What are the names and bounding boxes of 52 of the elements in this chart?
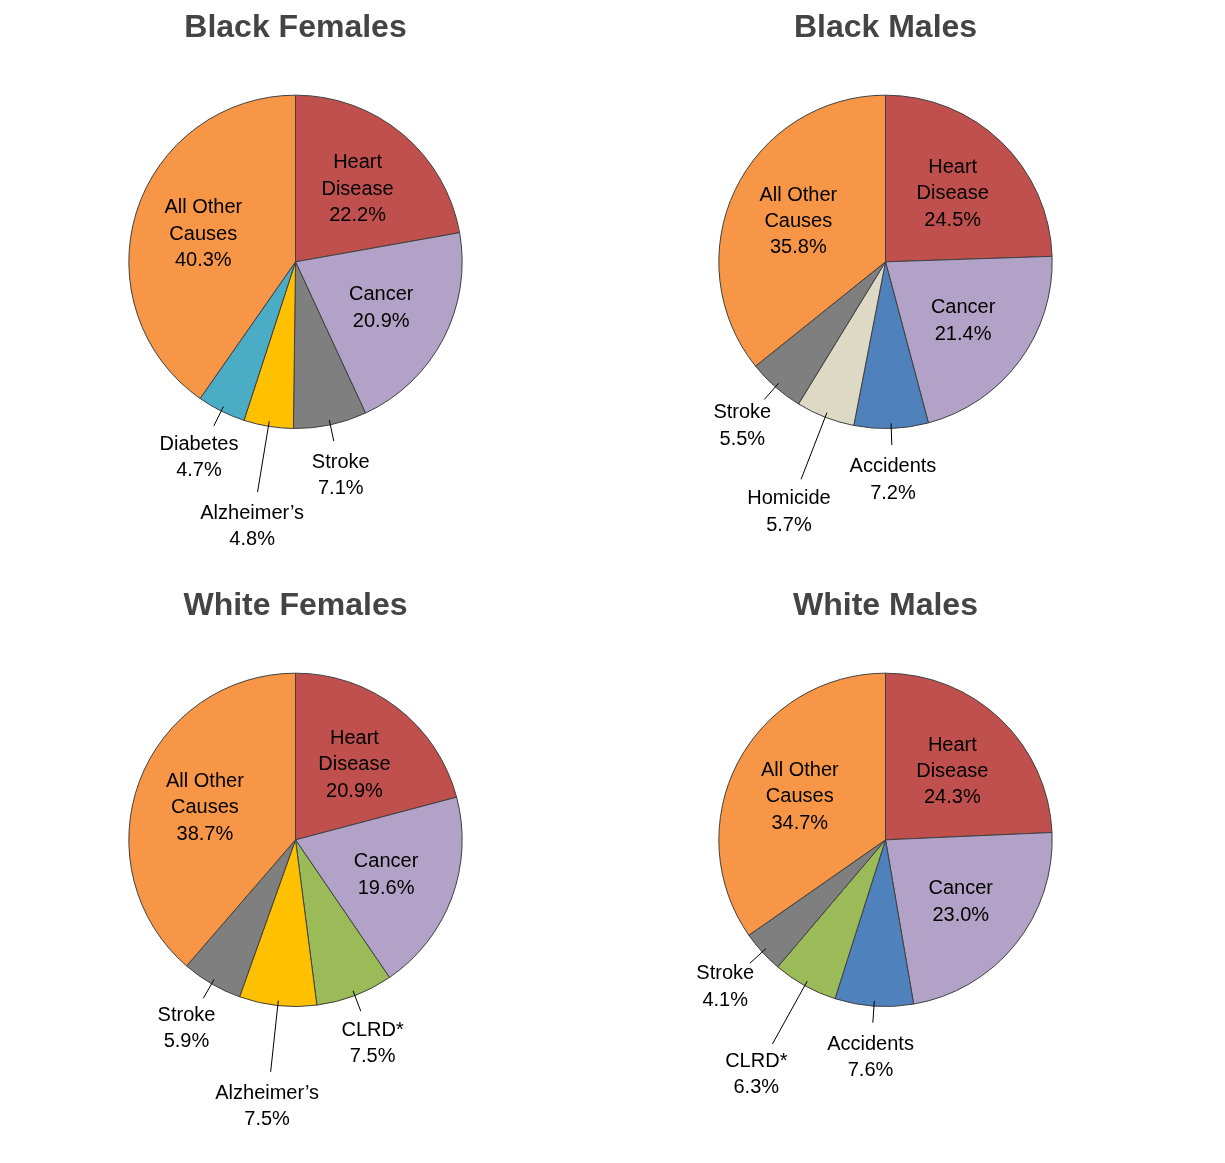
slice-label: Stroke <box>311 449 370 472</box>
slice-label: Stroke <box>157 1002 216 1025</box>
data-label: 7.5% <box>244 1107 291 1130</box>
slice-label: Cancer <box>353 849 419 872</box>
slice-label: Stroke <box>713 400 772 423</box>
chart-title: Black Males <box>793 7 978 44</box>
data-label: 5.5% <box>719 426 766 449</box>
data-label: 7.5% <box>349 1044 396 1067</box>
slice-label: All Other Causes <box>759 182 838 232</box>
slice-label: Cancer <box>930 295 996 318</box>
data-label: 5.9% <box>163 1029 210 1052</box>
slice-label: All Other Causes <box>166 768 245 818</box>
data-label: 24.3% <box>923 785 981 808</box>
slice-label: Diabetes <box>159 431 239 454</box>
slice-label: All Other Causes <box>760 757 840 807</box>
slice-label: CLRD* <box>341 1018 404 1041</box>
data-label: 24.5% <box>924 207 982 230</box>
data-label: 20.9% <box>326 778 384 801</box>
slice-label: Alzheimer’s <box>200 500 305 523</box>
data-label: 7.6% <box>847 1058 894 1081</box>
data-label: 34.7% <box>771 810 829 833</box>
data-label: 4.7% <box>176 458 222 480</box>
data-label: 5.7% <box>766 512 812 535</box>
slice-label: Alzheimer’s <box>215 1080 319 1103</box>
slice-label: Heart Disease <box>321 150 394 199</box>
data-label: 23.0% <box>932 902 990 925</box>
slice-label: All Other Causes <box>164 195 243 244</box>
slice-label: Accidents <box>827 1031 914 1054</box>
slice-label: Accidents <box>849 454 937 477</box>
chart-title: White Females <box>183 585 408 622</box>
data-label: 6.3% <box>733 1075 780 1098</box>
slice-label: CLRD* <box>725 1048 788 1071</box>
data-label: 19.6% <box>357 875 415 898</box>
slice-label: Heart Disease <box>916 732 989 781</box>
data-label: 4.1% <box>702 987 749 1010</box>
data-label: 7.2% <box>870 480 916 503</box>
data-label: 22.2% <box>329 203 387 226</box>
slice-label: Cancer <box>348 282 414 305</box>
slice-label: Cancer <box>928 876 994 899</box>
slice-label: Homicide <box>747 486 831 509</box>
data-label: 40.3% <box>174 248 232 271</box>
chart-title: White Males <box>793 585 978 622</box>
data-label: 20.9% <box>352 308 410 331</box>
slice-label: Heart Disease <box>318 725 391 775</box>
data-label: 38.7% <box>176 821 234 844</box>
chart-title: Black Females <box>184 7 407 44</box>
slice-label: Heart Disease <box>916 154 989 204</box>
data-label: 7.1% <box>317 475 364 498</box>
data-label: 4.8% <box>229 527 276 550</box>
data-label: 35.8% <box>769 235 827 258</box>
slice-label: Stroke <box>696 961 755 984</box>
data-label: 21.4% <box>934 321 992 344</box>
